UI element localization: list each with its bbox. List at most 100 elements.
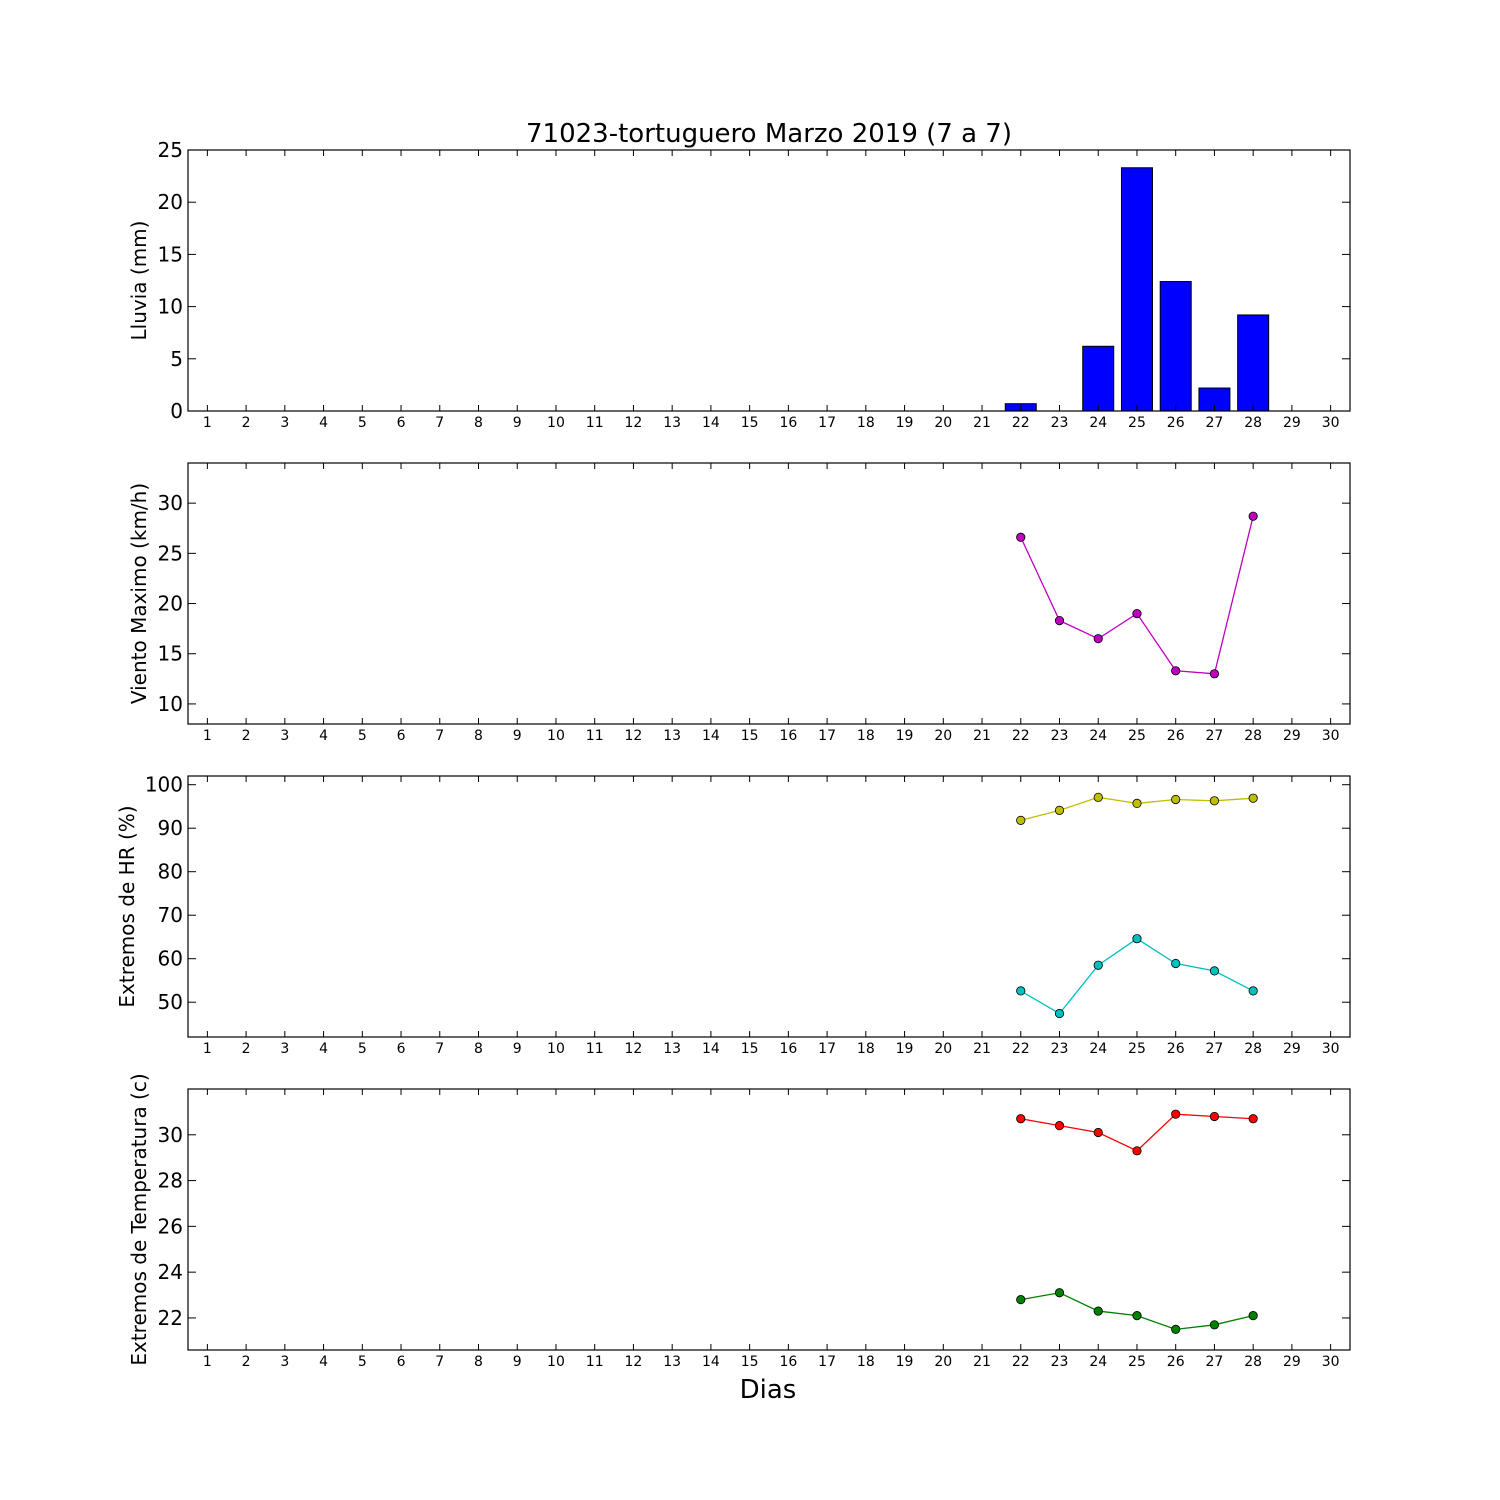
x-tick-label: 23 xyxy=(1051,728,1069,744)
point-day-25 xyxy=(1132,1146,1142,1156)
x-tick-label: 19 xyxy=(896,1041,914,1057)
x-tick-label: 24 xyxy=(1089,1354,1107,1370)
x-tick-label: 6 xyxy=(397,728,406,744)
point-day-28 xyxy=(1248,1114,1258,1124)
axes-frame xyxy=(187,149,1351,412)
point-day-23 xyxy=(1054,1288,1065,1298)
point-day-24 xyxy=(1093,960,1103,970)
bar-day-25 xyxy=(1120,167,1153,412)
y-tick-label: 5 xyxy=(170,347,183,371)
x-tick-label: 17 xyxy=(818,728,836,744)
x-tick-label: 5 xyxy=(358,1354,367,1370)
x-tick-label: 25 xyxy=(1128,728,1146,744)
x-tick-label: 3 xyxy=(280,415,289,431)
x-tick-label: 16 xyxy=(779,415,797,431)
axes-frame xyxy=(187,1088,1351,1351)
x-tick-label: 7 xyxy=(435,415,444,431)
x-tick-label: 4 xyxy=(319,415,328,431)
y-tick-label: 26 xyxy=(158,1214,183,1238)
x-tick-label: 27 xyxy=(1206,1041,1224,1057)
point-day-24 xyxy=(1093,1306,1103,1316)
x-tick-label: 30 xyxy=(1322,415,1340,431)
x-tick-label: 28 xyxy=(1244,1041,1262,1057)
y-tick-label: 20 xyxy=(158,190,183,214)
x-tick-label: 5 xyxy=(358,728,367,744)
x-tick-label: 4 xyxy=(319,728,328,744)
x-tick-label: 17 xyxy=(818,1041,836,1057)
x-tick-label: 11 xyxy=(586,1354,604,1370)
x-tick-label: 17 xyxy=(818,1354,836,1370)
x-tick-label: 23 xyxy=(1051,1041,1069,1057)
point-day-28 xyxy=(1248,511,1258,521)
x-tick-label: 4 xyxy=(319,1354,328,1370)
x-tick-label: 8 xyxy=(474,1354,483,1370)
series-line-1 xyxy=(1020,516,1254,675)
point-day-22 xyxy=(1016,815,1026,825)
x-tick-label: 23 xyxy=(1051,415,1069,431)
x-tick-label: 28 xyxy=(1244,728,1262,744)
x-tick-label: 2 xyxy=(242,1041,251,1057)
y-tick-label: 90 xyxy=(158,816,183,840)
x-tick-label: 28 xyxy=(1244,415,1262,431)
x-tick-label: 15 xyxy=(741,415,759,431)
series-line-1 xyxy=(1020,1113,1254,1152)
x-tick-label: 10 xyxy=(547,1041,565,1057)
x-tick-label: 26 xyxy=(1167,728,1185,744)
x-tick-label: 24 xyxy=(1089,1041,1107,1057)
x-tick-label: 18 xyxy=(857,728,875,744)
x-tick-label: 29 xyxy=(1283,728,1301,744)
point-day-27 xyxy=(1209,669,1220,679)
x-tick-label: 21 xyxy=(973,728,991,744)
point-day-27 xyxy=(1209,1111,1220,1122)
y-tick-label: 50 xyxy=(158,990,183,1014)
x-tick-label: 19 xyxy=(896,728,914,744)
x-tick-label: 20 xyxy=(934,728,952,744)
y-tick-label: 60 xyxy=(158,947,183,971)
x-tick-label: 29 xyxy=(1283,1041,1301,1057)
bar-day-24 xyxy=(1082,345,1115,412)
point-day-24 xyxy=(1093,1127,1103,1138)
y-tick-label: 30 xyxy=(158,1123,183,1147)
point-day-22 xyxy=(1016,532,1026,542)
point-day-23 xyxy=(1054,1121,1065,1131)
x-tick-label: 6 xyxy=(397,415,406,431)
x-tick-label: 11 xyxy=(586,1041,604,1057)
point-day-26 xyxy=(1171,1109,1181,1119)
x-tick-label: 22 xyxy=(1012,728,1030,744)
x-tick-label: 3 xyxy=(280,1041,289,1057)
x-tick-label: 6 xyxy=(397,1354,406,1370)
x-tick-label: 13 xyxy=(663,1041,681,1057)
x-tick-label: 15 xyxy=(741,1354,759,1370)
point-day-22 xyxy=(1016,1114,1026,1124)
x-tick-label: 1 xyxy=(203,1354,212,1370)
x-tick-label: 24 xyxy=(1089,728,1107,744)
x-tick-label: 23 xyxy=(1051,1354,1069,1370)
axes-frame xyxy=(187,775,1351,1038)
x-tick-label: 21 xyxy=(973,1354,991,1370)
x-tick-label: 22 xyxy=(1012,1354,1030,1370)
x-tick-label: 12 xyxy=(625,415,643,431)
x-tick-label: 13 xyxy=(663,1354,681,1370)
axes-frame xyxy=(187,462,1351,725)
x-tick-label: 30 xyxy=(1322,1041,1340,1057)
y-tick-label: 25 xyxy=(158,138,183,162)
x-tick-label: 1 xyxy=(203,1041,212,1057)
point-day-22 xyxy=(1016,986,1026,996)
x-tick-label: 22 xyxy=(1012,1041,1030,1057)
y-tick-label: 15 xyxy=(158,242,183,266)
point-day-26 xyxy=(1171,794,1181,805)
x-tick-label: 26 xyxy=(1167,1354,1185,1370)
x-tick-label: 16 xyxy=(779,1041,797,1057)
x-tick-label: 21 xyxy=(973,415,991,431)
y-tick-label: 25 xyxy=(158,541,183,565)
x-tick-label: 8 xyxy=(474,728,483,744)
point-day-25 xyxy=(1132,934,1142,944)
y-tick-label: 28 xyxy=(158,1169,183,1193)
x-tick-label: 14 xyxy=(702,1354,720,1370)
x-tick-label: 6 xyxy=(397,1041,406,1057)
x-tick-label: 5 xyxy=(358,415,367,431)
x-tick-label: 3 xyxy=(280,728,289,744)
